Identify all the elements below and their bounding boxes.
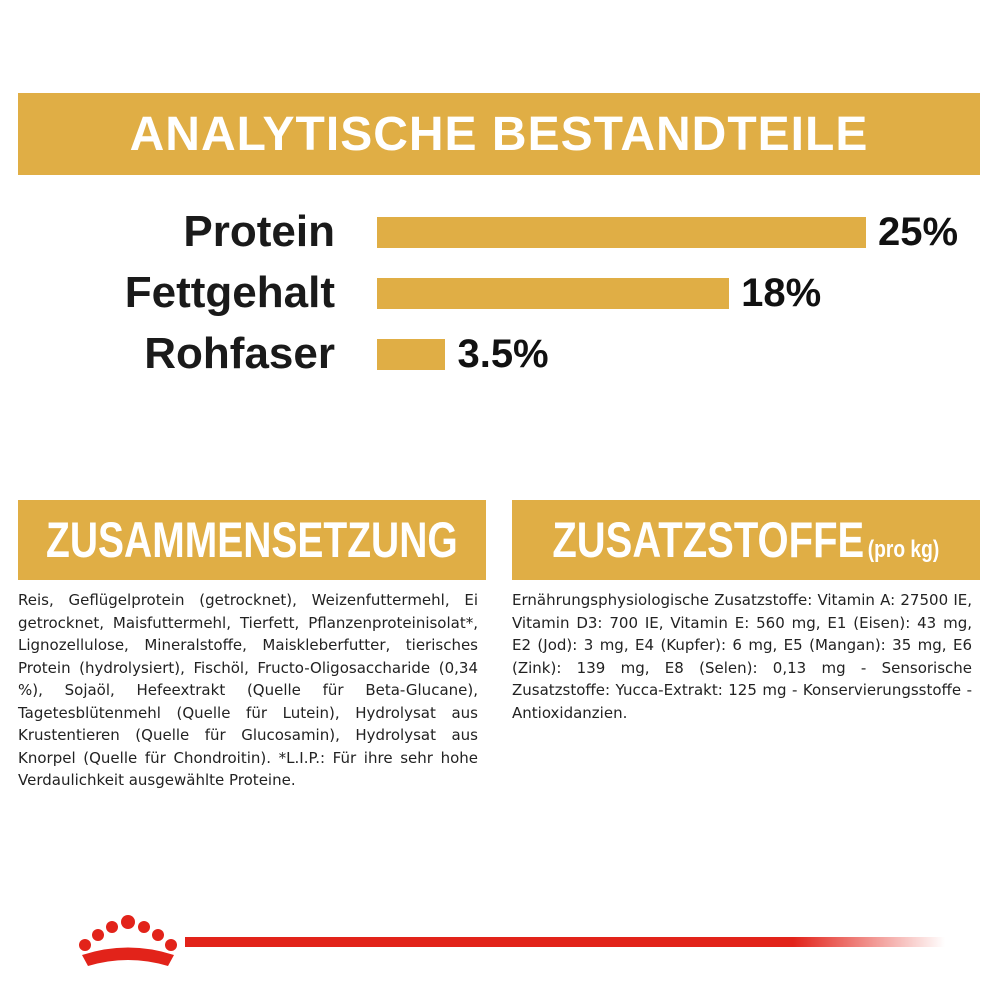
additives-title-suffix: (pro kg) [867, 536, 940, 563]
composition-title: ZUSAMMENSETZUNG [46, 512, 458, 568]
additives-text: Ernährungsphysiologische Zusatzstoffe: V… [512, 591, 972, 722]
bar [377, 278, 730, 309]
category-label: Protein [183, 207, 335, 256]
category-label: Rohfaser [144, 329, 335, 378]
composition-text: Reis, Geflügelprotein (getrocknet), Weiz… [18, 591, 478, 789]
brand-footer [79, 915, 945, 966]
value-label: 25% [878, 210, 959, 254]
additives-header: ZUSATZSTOFFE (pro kg) [512, 500, 980, 580]
chart-title: ANALYTISCHE BESTANDTEILE [18, 93, 980, 175]
bar [377, 339, 446, 370]
brand-crown [79, 915, 177, 966]
category-label: Fettgehalt [124, 268, 335, 317]
composition-header: ZUSAMMENSETZUNG [18, 500, 486, 580]
bar [377, 217, 866, 248]
value-label: 3.5% [457, 332, 549, 376]
brand-line [185, 937, 945, 947]
additives-title: ZUSATZSTOFFE [552, 512, 865, 568]
value-label: 18% [741, 271, 822, 315]
